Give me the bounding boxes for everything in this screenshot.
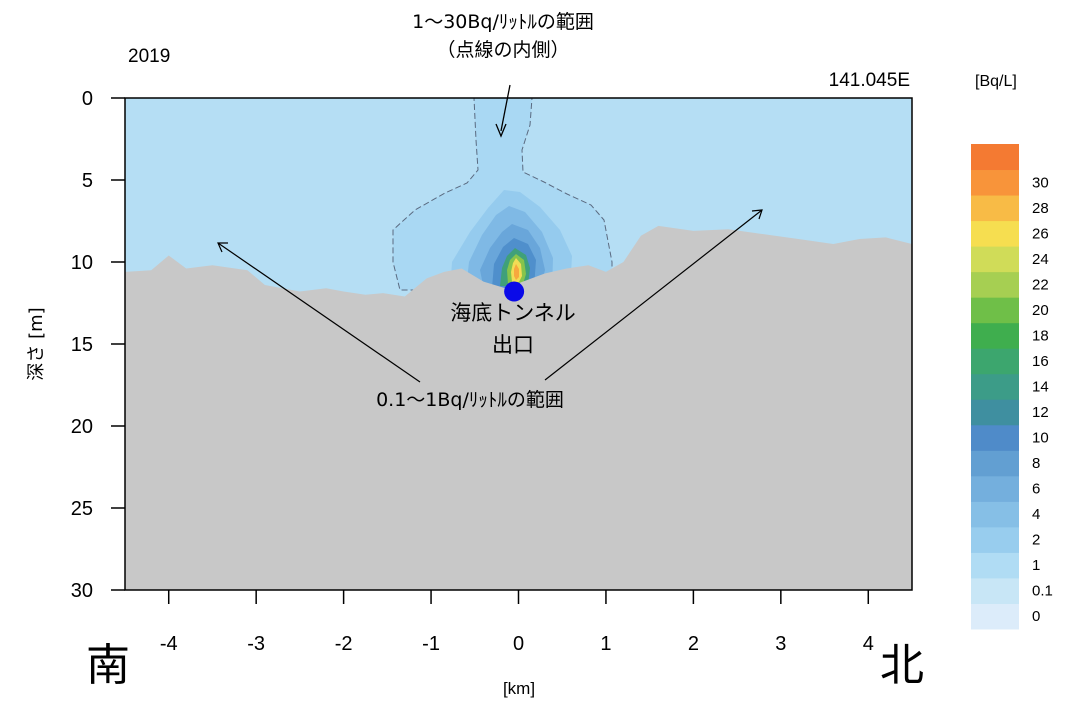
y-tick-label: 0 — [82, 88, 93, 110]
colorbar-swatch — [971, 501, 1019, 528]
colorbar-swatch — [971, 450, 1019, 477]
colorbar-level-label: 0 — [1032, 608, 1040, 625]
colorbar-swatch — [971, 169, 1019, 196]
annotation-right-arrow — [544, 209, 763, 381]
x-tick-label: -2 — [335, 633, 353, 655]
colorbar-level-label: 16 — [1032, 353, 1049, 370]
direction-north-label: 北 — [880, 640, 924, 691]
annotation-top-arrowhead — [495, 123, 507, 138]
year-label: 2019 — [128, 46, 170, 67]
x-tick-label: -4 — [160, 633, 178, 655]
colorbar-level-label: 12 — [1032, 404, 1049, 421]
x-tick-label: 0 — [513, 633, 524, 655]
x-tick-label: 1 — [600, 633, 611, 655]
y-tick-label: 30 — [71, 580, 93, 602]
colorbar-level-label: 24 — [1032, 251, 1049, 268]
annotation-top-arrow — [500, 84, 511, 132]
colorbar-swatch — [971, 195, 1019, 222]
longitude-label: 141.045E — [829, 70, 910, 91]
x-tick-label: 2 — [688, 633, 699, 655]
colorbar-level-label: 30 — [1032, 174, 1049, 191]
y-tick-label: 5 — [82, 170, 93, 192]
colorbar-level-label: 10 — [1032, 430, 1049, 447]
colorbar-swatch — [971, 144, 1019, 171]
tunnel-exit-marker — [504, 281, 525, 302]
x-tick-label: -3 — [247, 633, 265, 655]
y-axis-title: 深さ [m] — [26, 307, 47, 380]
colorbar-swatch — [971, 526, 1019, 553]
colorbar-level-label: 20 — [1032, 302, 1049, 319]
x-tick-label: -1 — [422, 633, 440, 655]
y-tick-label: 25 — [71, 498, 93, 520]
annotation-middle: 0.1～1Bq/ﾘｯﾄﾙの範囲 — [376, 389, 564, 411]
annotation-left-arrowhead — [217, 242, 228, 253]
colorbar-swatch — [971, 246, 1019, 273]
units-label: [Bq/L] — [975, 73, 1017, 90]
x-axis: -4 -3 -2 -1 0 1 2 3 4 — [160, 590, 874, 655]
colorbar-swatch — [971, 475, 1019, 502]
colorbar-swatch — [971, 348, 1019, 375]
colorbar-swatch — [971, 297, 1019, 324]
colorbar-level-label: 2 — [1032, 532, 1040, 549]
colorbar-swatch — [971, 322, 1019, 349]
plume-region-8 — [514, 264, 519, 280]
annotation-right-arrowhead — [751, 209, 763, 220]
colorbar-swatch — [971, 220, 1019, 247]
colorbar-level-label: 1 — [1032, 557, 1040, 574]
x-tick-label: 3 — [775, 633, 786, 655]
x-axis-title: [km] — [503, 679, 535, 698]
tunnel-exit-label-line2: 出口 — [492, 333, 534, 357]
direction-south-label: 南 — [86, 640, 130, 691]
colorbar-swatch — [971, 603, 1019, 630]
annotation-left-arrow — [217, 242, 421, 383]
colorbar-level-label: 8 — [1032, 455, 1040, 472]
colorbar-level-label: 4 — [1032, 506, 1040, 523]
colorbar-swatch — [971, 399, 1019, 426]
colorbar-level-label: 0.1 — [1032, 583, 1053, 600]
tunnel-exit-label-line1: 海底トンネル — [450, 301, 576, 325]
concentration-plume — [392, 98, 613, 292]
colorbar-swatch — [971, 373, 1019, 400]
y-tick-label: 15 — [71, 334, 93, 356]
colorbar-level-label: 6 — [1032, 481, 1040, 498]
x-tick-label: 4 — [863, 633, 874, 655]
colorbar-swatch — [971, 577, 1019, 604]
annotation-top-line1: 1～30Bq/ﾘｯﾄﾙの範囲 — [412, 11, 594, 33]
colorbar-swatch — [971, 424, 1019, 451]
colorbar-level-label: 26 — [1032, 225, 1049, 242]
colorbar-level-label: 22 — [1032, 276, 1049, 293]
seabed-terrain — [125, 225, 912, 590]
colorbar-swatch — [971, 271, 1019, 298]
y-tick-label: 10 — [71, 252, 93, 274]
colorbar-level-label: 14 — [1032, 379, 1049, 396]
colorbar-level-label: 18 — [1032, 327, 1049, 344]
y-axis: 0 5 10 15 20 25 30 — [71, 88, 125, 602]
colorbar-swatch — [971, 552, 1019, 579]
colorbar-level-label: 28 — [1032, 200, 1049, 217]
y-tick-label: 20 — [71, 416, 93, 438]
annotation-top-line2: （点線の内側） — [436, 39, 569, 61]
